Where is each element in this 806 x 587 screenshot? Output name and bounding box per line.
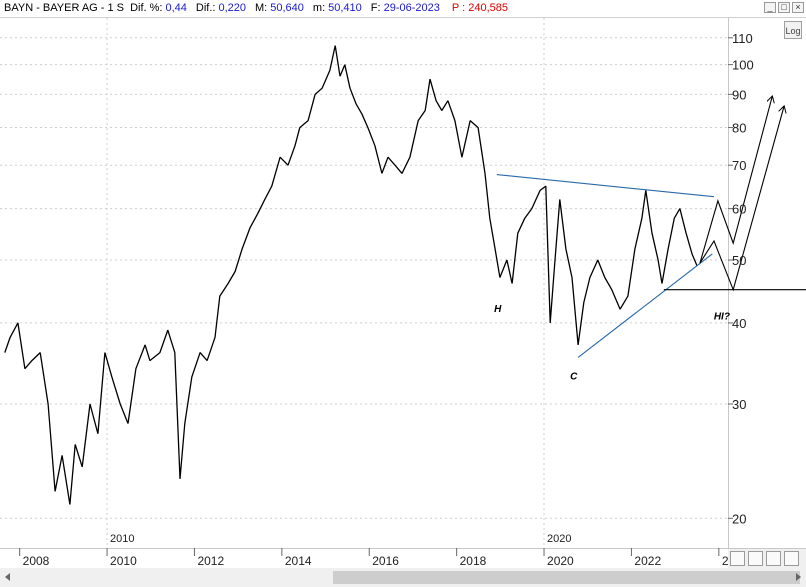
annotation: H [494,304,502,315]
y-tick-label: 70 [732,158,746,173]
annotation: HI? [714,311,730,322]
projection-arrow [699,97,772,264]
projection-arrow [699,107,784,292]
x-tick-label: 2008 [23,554,50,568]
field-value: 29-06-2023 [383,2,440,14]
log-button[interactable]: Log [784,21,802,39]
plot-layer: 2010 2020 [4,45,698,545]
field-value: 50,410 [328,2,362,14]
x-tick-label: 2012 [197,554,224,568]
scroll-thumb[interactable] [333,571,800,584]
trendline [496,174,715,198]
x-tick-label: 2018 [460,554,487,568]
maximize-button[interactable]: □ [778,2,790,13]
field-value: 0,220 [218,2,247,14]
y-tick-label: 50 [732,253,746,268]
trendline [577,253,713,358]
header: BAYN - BAYER AG - 1 S Dif. %: 0,44 Dif.: 0,… [0,0,760,17]
y-tick-label: 20 [732,511,746,526]
y-tick-label: 40 [732,316,746,331]
close-button[interactable]: × [792,2,804,13]
window-buttons: _ □ × [764,2,804,13]
field-label: Dif.: [195,2,216,14]
tool-button[interactable] [784,551,799,566]
price-line [4,45,698,505]
grid-layer [0,18,728,548]
x-tick-label: 2020 [547,554,574,568]
y-tick-label: 110 [732,31,753,46]
y-tick-label: 90 [732,87,746,102]
header-fields: Dif. %: 0,44 Dif.: 0,220 M: 50,640 m: 50,410 F: 2… [130,2,449,14]
field-label: m: [312,2,326,14]
y-tick-label: 80 [732,121,746,136]
x-tick-label: 2014 [285,554,312,568]
corner-toolbar [728,549,806,568]
tool-button[interactable] [748,551,763,566]
field-label: F: [370,2,381,14]
price-field: P : 240,585 [451,2,508,14]
x-tick-label: 2016 [372,554,399,568]
minimize-button[interactable]: _ [764,2,776,13]
scroll-left[interactable] [5,573,10,581]
tool-button[interactable] [730,551,745,566]
tool-button[interactable] [766,551,781,566]
decade-label: 2010 [110,533,134,545]
field-label: M: [255,2,268,14]
field-value: 50,640 [270,2,304,14]
overlay-layer: H C HI? [494,97,806,383]
header-bar [0,0,806,18]
scrollbar[interactable] [0,568,806,587]
annotation: C [570,372,578,383]
decade-label: 2020 [547,533,571,545]
field-value: 0,44 [165,2,187,14]
symbol-title: BAYN - BAYER AG - 1 S [4,2,125,14]
x-tick-label: 2022 [634,554,661,568]
axis-layer: 20 30 40 50 60 70 80 90 100 110 2008 2010 2012 2014 20… [19,31,754,568]
y-tick-label: 60 [732,202,746,217]
scroll-right[interactable] [796,573,801,581]
y-tick-label: 30 [732,397,746,412]
x-tick-label: 2010 [110,554,137,568]
y-tick-label: 100 [732,58,754,73]
field-label: Dif. %: [130,2,163,14]
